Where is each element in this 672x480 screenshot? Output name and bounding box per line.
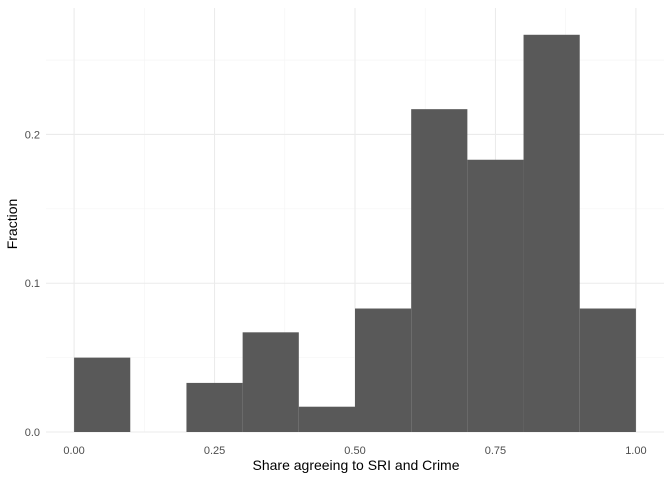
- x-axis-ticks: 0.00 0.25 0.50 0.75 1.00: [63, 445, 646, 457]
- x-tick-label: 0.25: [204, 445, 225, 457]
- y-tick-label: 0.0: [25, 427, 40, 439]
- y-tick-label: 0.2: [25, 129, 40, 141]
- x-tick-label: 1.00: [625, 445, 646, 457]
- x-tick-label: 0.00: [63, 445, 84, 457]
- histogram-bar-7: [467, 159, 524, 432]
- y-tick-label: 0.1: [25, 278, 40, 290]
- bars: [74, 34, 636, 433]
- histogram-bar-2: [186, 382, 243, 432]
- x-tick-label: 0.75: [485, 445, 506, 457]
- histogram-bar-3: [242, 332, 299, 432]
- histogram-bar-5: [355, 308, 412, 432]
- histogram-bar-6: [411, 109, 468, 432]
- x-tick-label: 0.50: [344, 445, 365, 457]
- y-axis-ticks: 0.0 0.1 0.2: [25, 129, 40, 439]
- histogram-bar-9: [579, 308, 636, 432]
- histogram-bar-4: [298, 406, 355, 432]
- y-axis-title: Fraction: [4, 199, 20, 250]
- x-axis-title: Share agreeing to SRI and Crime: [253, 457, 460, 473]
- histogram-bar-8: [523, 34, 580, 433]
- histogram-bar-0: [74, 357, 131, 432]
